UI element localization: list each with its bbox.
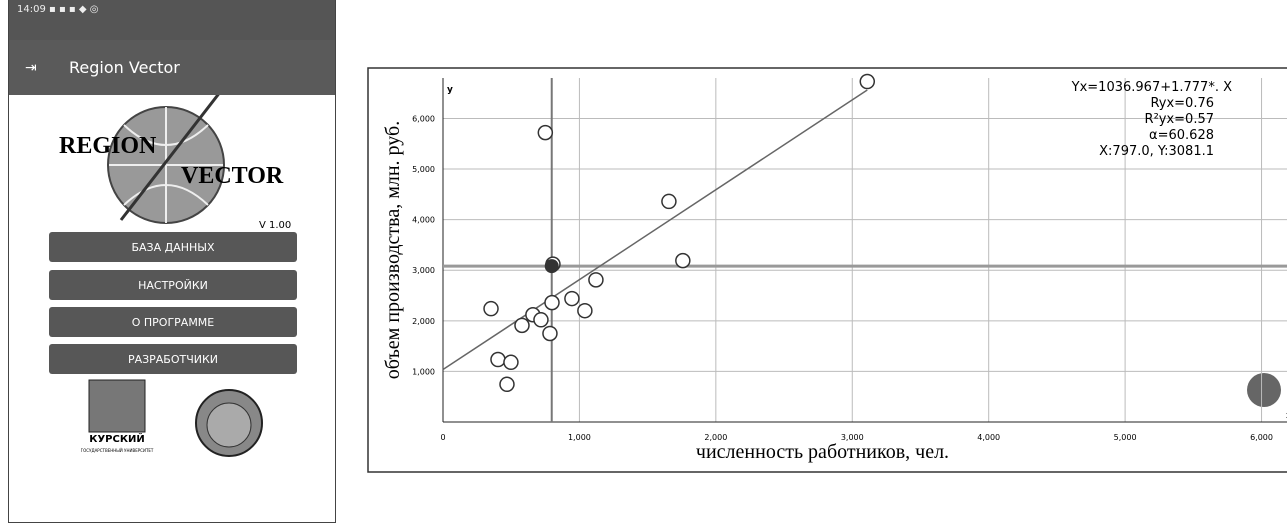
- point: [565, 292, 579, 306]
- university-sub: ГОСУДАРСТВЕННЫЙ УНИВЕРСИТЕТ: [81, 448, 154, 453]
- x-tick-label: 0: [440, 433, 445, 442]
- point: [545, 296, 559, 310]
- point: [676, 254, 690, 268]
- save-button[interactable]: [1247, 373, 1281, 407]
- status-time: 14:09: [17, 4, 46, 15]
- annotation: Yx=1036.967+1.777*. X: [1071, 80, 1232, 95]
- app-title: Region Vector: [69, 58, 180, 77]
- y-axis-label: объем производства, млн. руб.: [382, 121, 404, 379]
- y-tick-label: 2,000: [412, 317, 435, 326]
- x-axis-label: численность работников, чел.: [696, 441, 949, 463]
- y-tick-label: 4,000: [412, 216, 435, 225]
- point: [578, 304, 592, 318]
- y-tick-label: 3,000: [412, 266, 435, 275]
- point: [534, 313, 548, 327]
- x-tick-label: 1,000: [568, 433, 591, 442]
- logo-top: REGION: [59, 133, 157, 159]
- university-name: КУРСКИЙ: [89, 432, 144, 445]
- logo: REGION VECTOR V 1.00: [9, 95, 335, 235]
- point: [589, 273, 603, 287]
- x-tick-label: 4,000: [977, 433, 1000, 442]
- menu-button[interactable]: НАСТРОЙКИ: [49, 270, 297, 300]
- annotation: X:797.0, Y:3081.1: [1099, 144, 1214, 159]
- logo-bottom: VECTOR: [181, 163, 284, 189]
- point: [500, 377, 514, 391]
- menu-button[interactable]: РАЗРАБОТЧИКИ: [49, 344, 297, 374]
- y-tick-label: 5,000: [412, 165, 435, 174]
- point: [538, 126, 552, 140]
- app-bar: ⇥ Region Vector: [9, 40, 335, 95]
- y-axis-name: y: [447, 85, 453, 95]
- x-tick-label: 5,000: [1114, 433, 1137, 442]
- annotation: R²yx=0.57: [1145, 112, 1214, 127]
- y-tick-label: 1,000: [412, 367, 435, 376]
- version: V 1.00: [259, 220, 291, 231]
- point: [515, 318, 529, 332]
- point: [662, 194, 676, 208]
- point: [491, 353, 505, 367]
- annotation: Ryx=0.76: [1150, 96, 1214, 111]
- point: [504, 355, 518, 369]
- y-tick-label: 6,000: [412, 114, 435, 123]
- point: [484, 302, 498, 316]
- point: [860, 75, 874, 89]
- menu-button[interactable]: О ПРОГРАММЕ: [49, 307, 297, 337]
- page: 14:09 ▪ ▪ ▪ ◆ ◎ ⇥ Region Vector REGION VE…: [0, 0, 1287, 523]
- annotation: α=60.628: [1149, 128, 1214, 143]
- phone-screen: 14:09 ▪ ▪ ▪ ◆ ◎ ⇥ Region Vector REGION VE…: [8, 0, 336, 523]
- status-bar: 14:09 ▪ ▪ ▪ ◆ ◎: [9, 0, 335, 40]
- x-tick-label: 6,000: [1250, 433, 1273, 442]
- exit-icon[interactable]: ⇥: [25, 60, 37, 76]
- partner-logos: КУРСКИЙ ГОСУДАРСТВЕННЫЙ УНИВЕРСИТЕТ: [9, 378, 335, 468]
- menu-button[interactable]: БАЗА ДАННЫХ: [49, 232, 297, 262]
- highlight-point: [545, 259, 559, 273]
- point: [543, 326, 557, 340]
